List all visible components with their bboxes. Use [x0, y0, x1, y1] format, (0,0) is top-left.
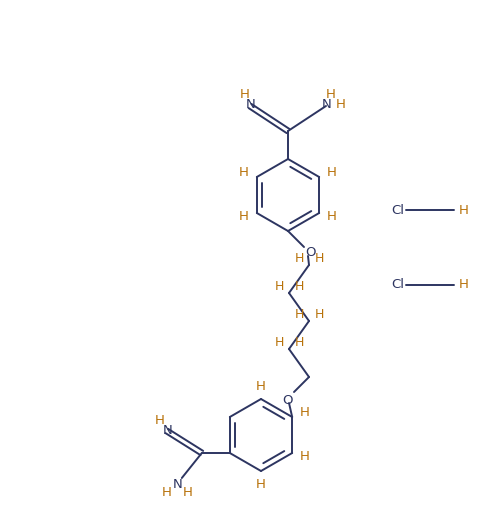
Text: H: H: [459, 278, 469, 292]
Text: O: O: [282, 394, 292, 406]
Text: H: H: [294, 280, 304, 294]
Text: H: H: [162, 486, 172, 498]
Text: H: H: [294, 337, 304, 350]
Text: N: N: [322, 98, 332, 112]
Text: N: N: [246, 98, 256, 112]
Text: N: N: [173, 478, 183, 491]
Text: H: H: [300, 406, 310, 420]
Text: H: H: [314, 253, 324, 265]
Text: H: H: [274, 337, 284, 350]
Text: Cl: Cl: [392, 278, 405, 292]
Text: H: H: [300, 451, 310, 463]
Text: H: H: [294, 309, 304, 321]
Text: Cl: Cl: [392, 204, 405, 217]
Text: H: H: [256, 478, 266, 491]
Text: H: H: [314, 309, 324, 321]
Text: O: O: [305, 246, 315, 260]
Text: H: H: [183, 486, 193, 498]
Text: H: H: [327, 211, 337, 223]
Text: H: H: [240, 87, 250, 101]
Text: H: H: [326, 87, 336, 101]
Text: N: N: [163, 425, 172, 437]
Text: H: H: [239, 167, 249, 179]
Text: H: H: [155, 414, 165, 428]
Text: H: H: [274, 280, 284, 294]
Text: H: H: [459, 204, 469, 217]
Text: H: H: [239, 211, 249, 223]
Text: H: H: [327, 167, 337, 179]
Text: H: H: [336, 98, 346, 112]
Text: H: H: [256, 379, 266, 393]
Text: H: H: [294, 253, 304, 265]
